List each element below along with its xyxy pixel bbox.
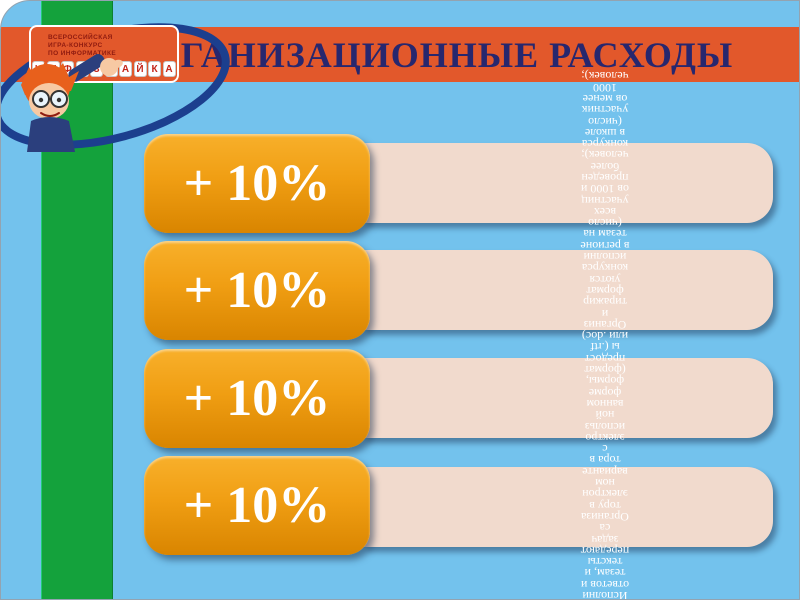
- tile-letter: Й: [133, 61, 147, 77]
- content-bar-4: [363, 467, 773, 547]
- tile-letter: К: [148, 61, 161, 77]
- content-bar-3: [363, 358, 773, 438]
- plus-10-button-1[interactable]: + 10%: [144, 134, 370, 233]
- plus-10-button-2[interactable]: + 10%: [144, 241, 370, 340]
- plus-10-button-4[interactable]: + 10%: [144, 456, 370, 555]
- tile-letter: А: [162, 61, 176, 77]
- content-bar-2: [363, 250, 773, 330]
- page-title: ОРГАНИЗАЦИОННЫЕ РАСХОДЫ: [128, 35, 734, 75]
- tile-letter: А: [119, 61, 132, 77]
- plus-10-button-3[interactable]: + 10%: [144, 349, 370, 448]
- content-bar-1: [363, 143, 773, 223]
- logo-text: ВСЕРОССИЙСКАЯ ИГРА-КОНКУРС ПО ИНФОРМАТИК…: [48, 34, 117, 57]
- mascot-boy-illustration: [21, 54, 123, 152]
- infoznaika-logo: ВСЕРОССИЙСКАЯ ИГРА-КОНКУРС ПО ИНФОРМАТИК…: [1, 1, 261, 161]
